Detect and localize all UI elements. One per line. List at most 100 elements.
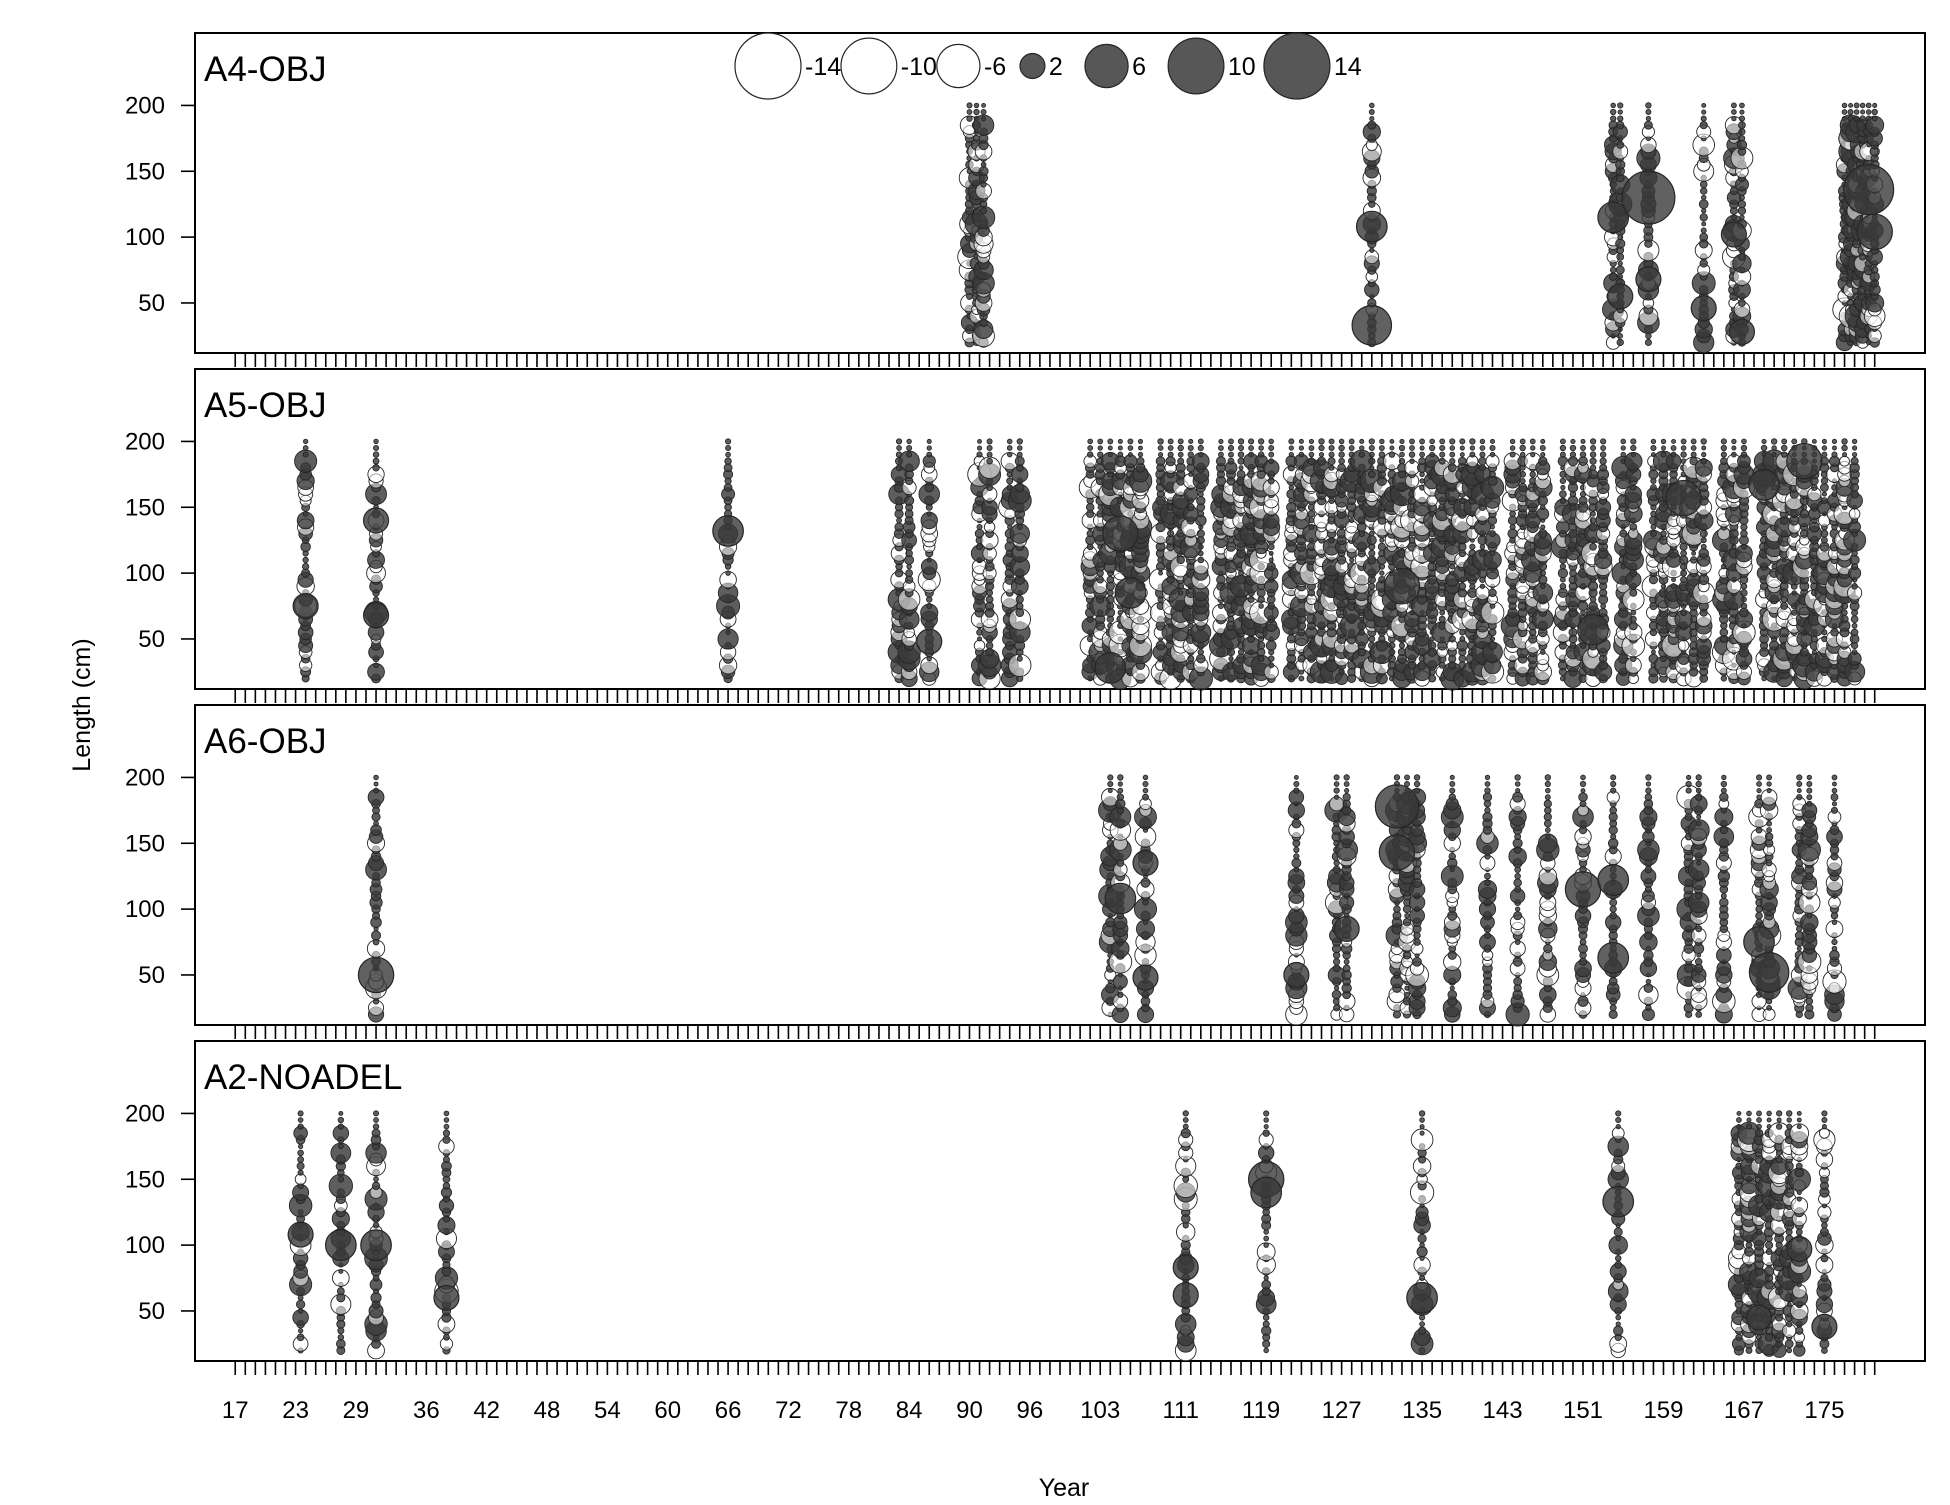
bubble [1269,558,1273,562]
bubble [1367,536,1376,545]
bubble [1771,439,1777,445]
bubble [1766,860,1772,866]
bubble-large [1749,953,1788,992]
bubble [1158,439,1164,445]
bubble [1541,525,1545,529]
bubble [1852,583,1858,589]
bubble [1333,866,1340,873]
bubble [1237,470,1245,478]
bubble [1681,577,1687,583]
bubble [974,103,978,107]
bubble [1388,655,1395,662]
bubble [1686,775,1690,779]
bubble [1017,439,1022,444]
panel-frame [195,1041,1925,1361]
bubble-large [1636,267,1661,292]
bubble [1807,788,1812,793]
bubble [1343,793,1350,800]
bubble [1610,912,1617,919]
bubble [1580,781,1585,786]
bubble [1721,445,1726,450]
bubble [1016,596,1023,603]
bubble [1017,452,1022,457]
bubble [1344,775,1349,780]
bubble [1700,181,1707,188]
bubble [1610,899,1617,906]
bubble [1420,479,1424,483]
bubble [1515,873,1521,879]
bubble [1128,439,1133,444]
bubble [1720,898,1729,907]
bubble [1217,575,1226,584]
bubble [1510,524,1515,529]
bubble [1128,453,1132,457]
bubble [1344,959,1349,964]
bubble-large [1857,214,1892,249]
bubble [1086,503,1094,511]
bubble [1686,781,1691,786]
bubble [1696,926,1702,932]
bubble [1287,635,1295,643]
bubble [1561,485,1565,489]
bubble [977,524,982,529]
bubble [1741,603,1747,609]
bubble [1369,452,1374,457]
y-tick-label: 50 [138,962,165,989]
bubble [1842,610,1847,615]
bubble [1696,775,1701,780]
bubble [1510,439,1514,443]
x-tick-marks [235,1025,1874,1039]
bubble [1851,458,1858,465]
bubble [1409,452,1415,458]
bubble [1611,109,1616,114]
bubble [374,775,379,780]
bubble-series [358,775,1846,1026]
bubble [1691,439,1696,444]
bubble [1490,525,1494,529]
bubble [1830,826,1839,835]
bubble [1420,452,1425,457]
bubble-large [1721,222,1746,247]
bubble [1490,452,1495,457]
bubble [726,630,730,634]
bubble [1807,801,1812,806]
bubble [1098,446,1102,450]
bubble [1459,550,1466,557]
bubble [1852,650,1857,655]
bubble [1389,643,1395,649]
bubble [302,569,310,577]
bubble [374,782,378,786]
bubble [374,788,379,793]
bubble [1429,445,1434,450]
bubble [1767,1005,1772,1010]
bubble [1218,603,1223,608]
bubble [1811,485,1817,491]
bubble [1740,103,1745,108]
bubble [1489,642,1497,650]
bubble [298,1309,303,1314]
bubble [1802,505,1807,510]
bubble [1579,958,1586,965]
bubble-large [1787,444,1822,479]
bubble [1731,103,1736,108]
bubble [1187,504,1194,511]
bubble [1419,458,1426,465]
bubble [1840,456,1850,466]
bubble [1016,609,1024,617]
bubble [1738,201,1745,208]
bubble [1118,452,1123,457]
panels-layer: 50100150200A4-OBJ50100150200A5-OBJ501001… [125,33,1925,1375]
bubble [1720,458,1727,465]
bubble [1539,576,1547,584]
bubble [1661,439,1665,443]
bubble [1294,788,1299,793]
bubble [1428,642,1436,650]
bubble [1866,110,1871,115]
bubble [1590,597,1596,603]
bubble [1143,788,1148,793]
bubble [1520,478,1525,483]
bubble [1420,446,1424,450]
bubble [1831,794,1838,801]
bubble [967,116,972,121]
